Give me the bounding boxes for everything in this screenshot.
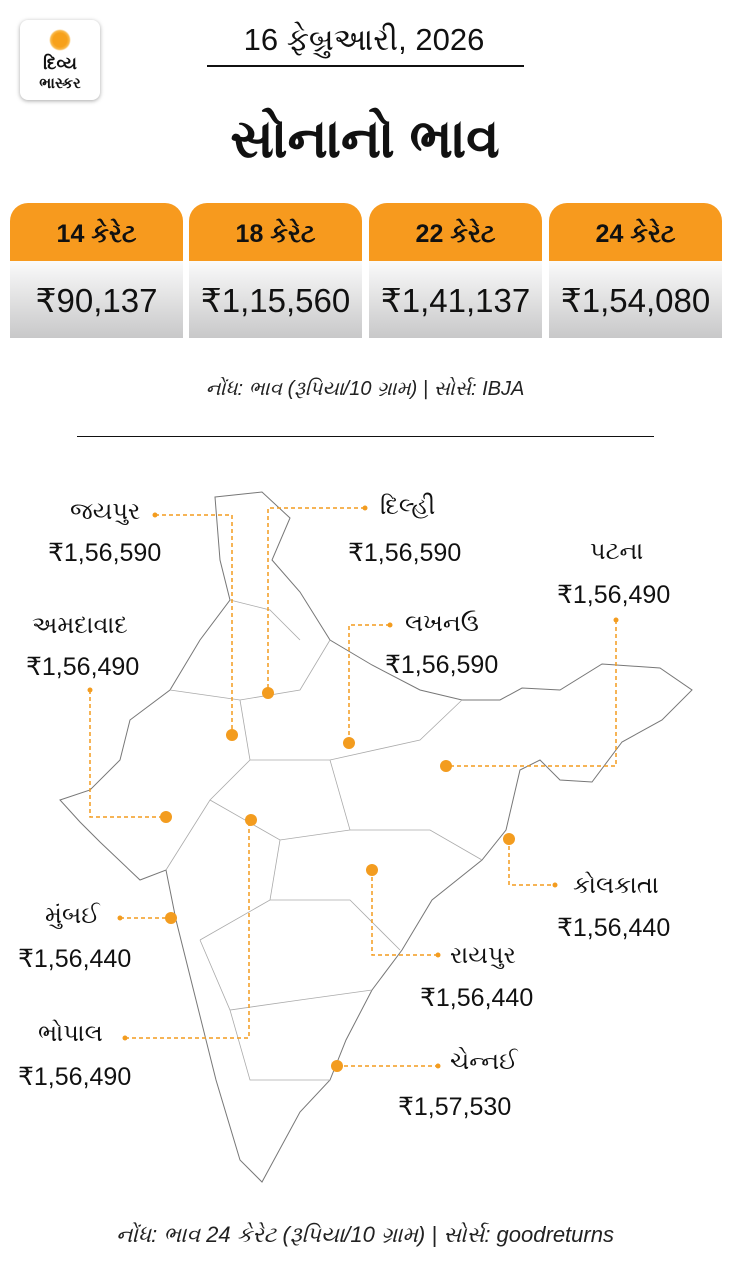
divya-bhaskar-logo: દિવ્ય ભાસ્કર xyxy=(20,20,100,100)
sun-icon xyxy=(49,29,71,51)
marker-lucknow xyxy=(343,737,355,749)
marker-raipur xyxy=(366,864,378,876)
price-ahmedabad: ₹1,56,490 xyxy=(26,653,140,681)
price-bhopal: ₹1,56,490 xyxy=(18,1063,132,1091)
karat-price: ₹1,41,137 xyxy=(369,261,542,338)
price-jaipur: ₹1,56,590 xyxy=(48,539,162,567)
price-kolkata: ₹1,56,440 xyxy=(557,914,671,942)
karat-label: 22 કેરેટ xyxy=(369,203,542,261)
city-chennai: ચેન્નઈ xyxy=(450,1048,518,1075)
karat-card: 24 કેરેટ ₹1,54,080 xyxy=(549,203,722,338)
city-patna: પટના xyxy=(590,538,644,565)
city-delhi: દિલ્હી xyxy=(380,493,436,520)
marker-ahmedabad xyxy=(160,811,172,823)
marker-chennai xyxy=(331,1060,343,1072)
marker-jaipur xyxy=(226,729,238,741)
source-note: નોંધ: ભાવ 24 કેરેટ (રૂપિયા/10 ગ્રામ) | સ… xyxy=(116,1222,614,1247)
karat-price: ₹1,15,560 xyxy=(189,261,362,338)
city-markers xyxy=(87,505,619,1072)
marker-bhopal xyxy=(245,814,257,826)
karat-price: ₹1,54,080 xyxy=(549,261,722,338)
price-mumbai: ₹1,56,440 xyxy=(18,945,132,973)
karat-card: 22 કેરેટ ₹1,41,137 xyxy=(369,203,542,338)
city-mumbai: મુંબઈ xyxy=(45,902,100,929)
karat-label: 18 કેરેટ xyxy=(189,203,362,261)
marker-delhi xyxy=(262,687,274,699)
city-lucknow: લખનઉ xyxy=(405,610,479,637)
divider xyxy=(207,65,524,67)
karat-card: 18 કેરેટ ₹1,15,560 xyxy=(189,203,362,338)
city-ahmedabad: અમદાવાદ xyxy=(32,612,128,639)
page-title: સોનાનો ભાવ xyxy=(230,109,500,169)
price-chennai: ₹1,57,530 xyxy=(398,1093,512,1121)
marker-mumbai xyxy=(165,912,177,924)
logo-text: દિવ્ય xyxy=(43,54,77,73)
india-outline xyxy=(59,491,693,1183)
karat-card: 14 કેરેટ ₹90,137 xyxy=(10,203,183,338)
marker-patna xyxy=(440,760,452,772)
karat-label: 24 કેરેટ xyxy=(549,203,722,261)
divider xyxy=(77,436,654,437)
price-patna: ₹1,56,490 xyxy=(557,581,671,609)
karat-label: 14 કેરેટ xyxy=(10,203,183,261)
connector-lines xyxy=(89,507,617,1067)
price-raipur: ₹1,56,440 xyxy=(420,984,534,1012)
price-lucknow: ₹1,56,590 xyxy=(385,651,499,679)
city-raipur: રાયપુર xyxy=(450,942,516,969)
date: 16 ફેબ્રુઆરી, 2026 xyxy=(243,22,485,57)
source-note: નોંધ: ભાવ (રૂપિયા/10 ગ્રામ) | સોર્સ: IBJ… xyxy=(205,378,525,400)
price-delhi: ₹1,56,590 xyxy=(348,539,462,567)
logo-text: ભાસ્કર xyxy=(39,75,81,92)
city-jaipur: જયપુર xyxy=(70,498,141,525)
city-kolkata: કોલકાતા xyxy=(573,872,659,899)
karat-price: ₹90,137 xyxy=(10,261,183,338)
marker-kolkata xyxy=(503,833,515,845)
city-bhopal: ભોપાલ xyxy=(38,1020,103,1047)
